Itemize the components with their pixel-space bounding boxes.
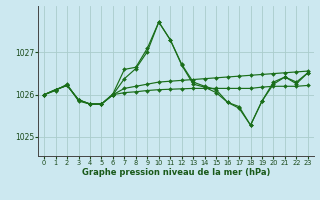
X-axis label: Graphe pression niveau de la mer (hPa): Graphe pression niveau de la mer (hPa) <box>82 168 270 177</box>
